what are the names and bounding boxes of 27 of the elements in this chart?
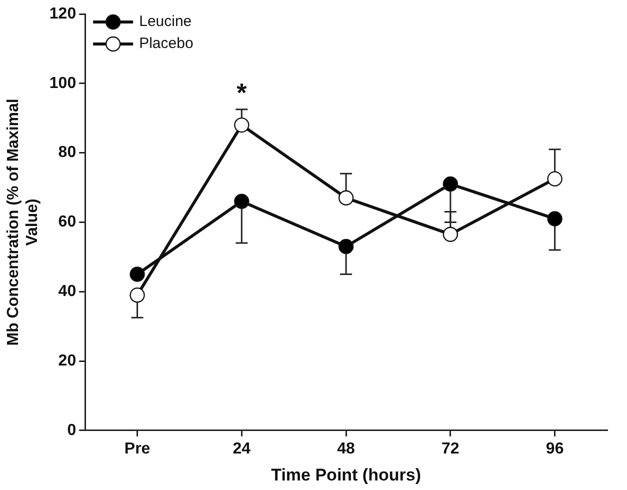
point <box>130 266 145 282</box>
x-tick-label: 72 <box>442 440 460 458</box>
y-tick-label: 0 <box>67 422 76 439</box>
legend-label: Leucine <box>139 13 192 30</box>
y-tick-label: 60 <box>58 214 76 231</box>
point <box>547 171 562 186</box>
point <box>130 287 145 303</box>
y-tick-label: 80 <box>58 144 76 162</box>
point <box>442 226 458 242</box>
point <box>234 117 250 133</box>
x-tick-label: 24 <box>232 440 251 458</box>
x-tick-label: 48 <box>337 440 356 458</box>
x-tick-label: Pre <box>124 440 150 458</box>
point <box>547 211 562 226</box>
y-tick-label: 100 <box>49 74 76 92</box>
point <box>338 238 354 254</box>
point <box>442 176 458 192</box>
point <box>338 190 354 206</box>
x-axis-title: Time Point (hours) <box>271 465 421 484</box>
y-axis-title: Mb Concentration (% of Maximal Value) <box>5 98 42 346</box>
x-tick-label: 96 <box>546 440 564 458</box>
point <box>234 194 250 209</box>
annotation: * <box>236 78 248 108</box>
y-tick-label: 40 <box>58 283 76 300</box>
y-tick-label: 120 <box>49 5 76 22</box>
y-tick-label: 20 <box>58 352 76 370</box>
legend-label: Placebo <box>139 35 194 52</box>
